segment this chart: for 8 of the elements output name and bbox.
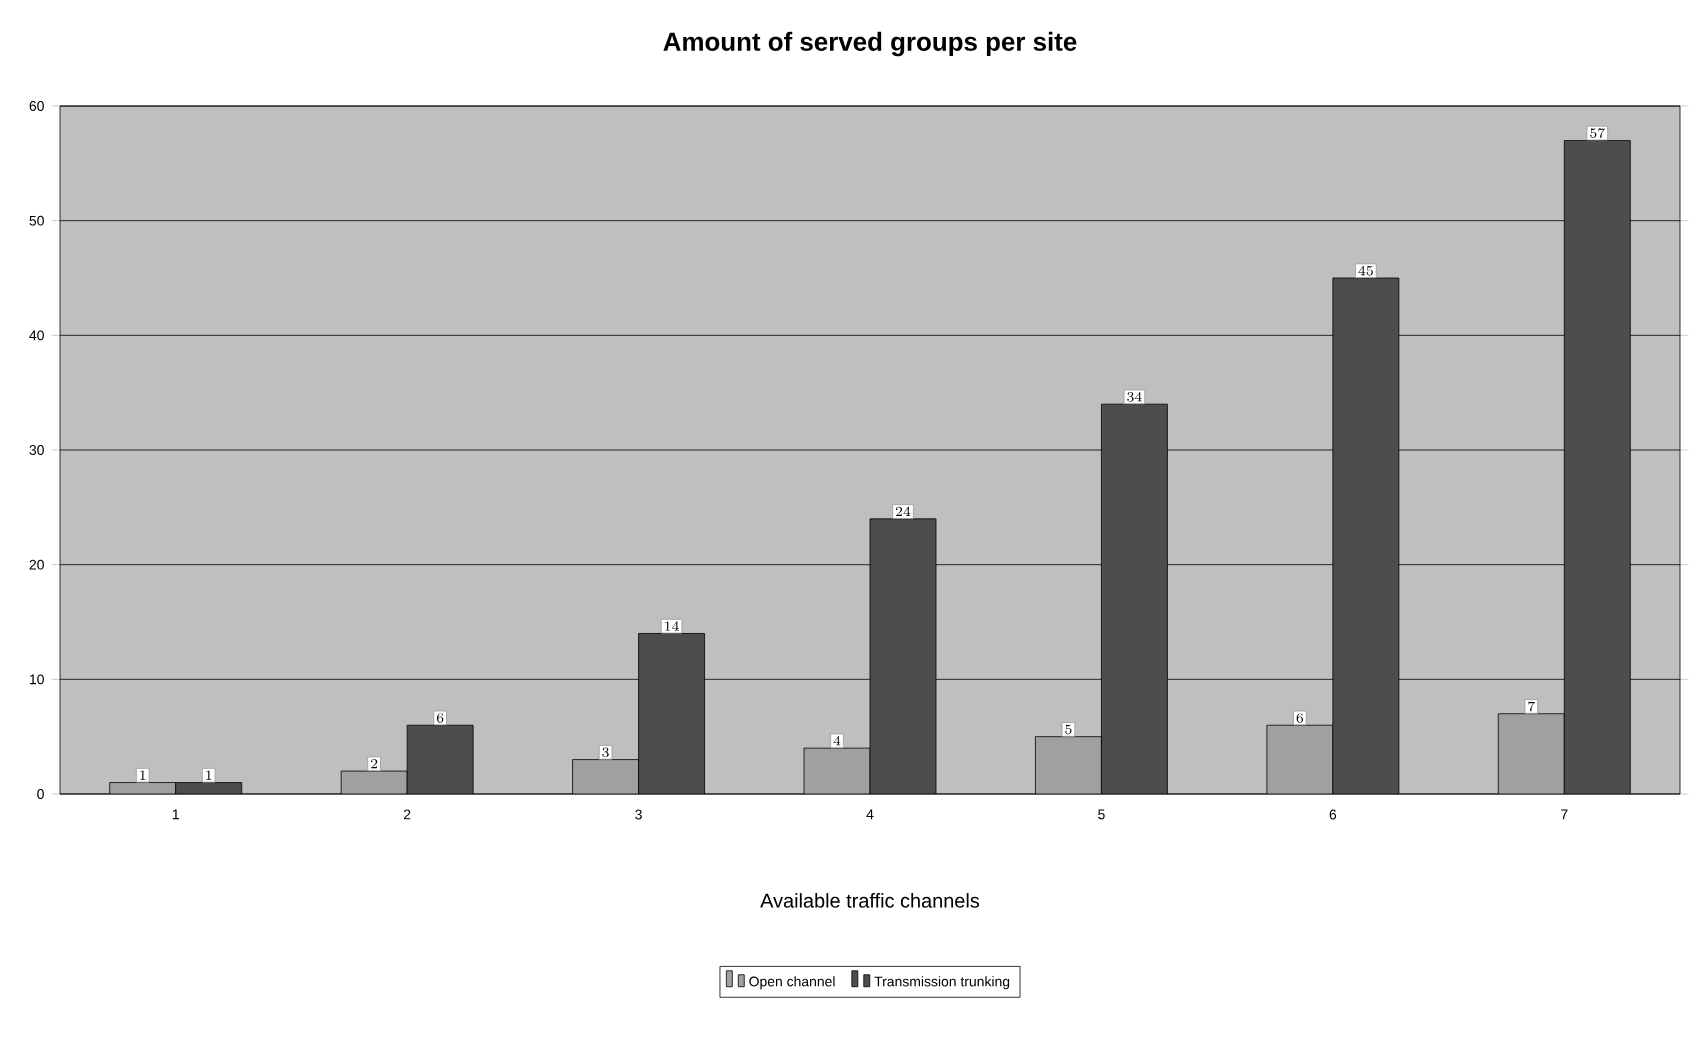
chart-title: Amount of served groups per site — [663, 31, 1077, 57]
x-axis-title: Available traffic channels — [760, 893, 980, 908]
bar — [1563, 140, 1631, 794]
bar — [638, 633, 705, 794]
bar — [869, 518, 937, 794]
bar — [1101, 403, 1168, 794]
bar — [406, 724, 474, 794]
bar — [1332, 277, 1400, 794]
